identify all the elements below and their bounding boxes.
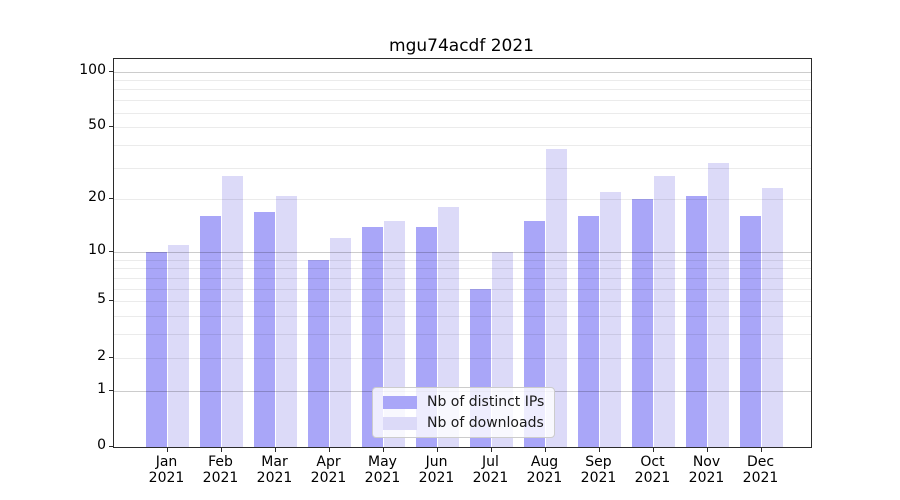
bar-downloads (600, 191, 621, 447)
legend-item: Nb of downloads (383, 415, 544, 431)
gridline (114, 277, 811, 279)
legend-swatch-distinct-ips-icon (383, 395, 417, 409)
bar-downloads (276, 195, 297, 447)
bar-distinct-ips (740, 216, 761, 447)
bar-downloads (546, 148, 567, 447)
gridline (114, 288, 811, 290)
y-tick-mark (109, 300, 113, 302)
x-axis-tick-label: Jan 2021 (148, 454, 185, 486)
chart-title: mgu74acdf 2021 (389, 36, 534, 56)
gridline (114, 357, 811, 359)
x-axis-tick-label: Jul 2021 (472, 454, 509, 486)
x-axis-tick-label: Jun 2021 (418, 454, 455, 486)
x-tick-mark (274, 448, 276, 452)
x-tick-mark (544, 448, 546, 452)
gridline (114, 199, 811, 201)
bar-downloads (654, 175, 675, 447)
x-tick-mark (382, 448, 384, 452)
gridline (114, 79, 811, 81)
bar-downloads (168, 244, 189, 447)
plot-area: Nb of distinct IPs Nb of downloads (113, 58, 812, 448)
gridline (114, 100, 811, 102)
x-axis-tick-label: Dec 2021 (742, 454, 779, 486)
gridline (114, 71, 811, 73)
y-axis-tick-label: 100 (79, 61, 106, 78)
gridline (114, 127, 811, 129)
legend: Nb of distinct IPs Nb of downloads (372, 387, 556, 438)
x-axis-tick-label: May 2021 (364, 454, 401, 486)
y-axis-tick-label: 1 (97, 380, 106, 397)
x-axis-tick-label: Aug 2021 (526, 454, 563, 486)
x-tick-mark (598, 448, 600, 452)
gridline (114, 316, 811, 318)
x-axis-tick-label: Apr 2021 (310, 454, 347, 486)
y-tick-mark (109, 70, 113, 72)
x-axis-tick-label: Feb 2021 (202, 454, 239, 486)
x-axis-tick-label: Mar 2021 (256, 454, 293, 486)
y-tick-mark (109, 250, 113, 252)
bar-distinct-ips (200, 216, 221, 447)
x-axis-tick-label: Oct 2021 (634, 454, 671, 486)
legend-item: Nb of distinct IPs (383, 394, 544, 410)
gridline (114, 89, 811, 91)
x-tick-mark (706, 448, 708, 452)
y-tick-mark (109, 389, 113, 391)
bar-distinct-ips (686, 195, 707, 447)
bar-distinct-ips (254, 211, 275, 447)
bar-downloads (222, 175, 243, 447)
bar-distinct-ips (632, 199, 653, 447)
gridline (114, 112, 811, 114)
y-axis-tick-label: 0 (97, 437, 106, 453)
x-tick-mark (436, 448, 438, 452)
bar-downloads (330, 238, 351, 447)
y-tick-mark (109, 446, 113, 447)
x-tick-mark (652, 448, 654, 452)
bar-downloads (762, 188, 783, 447)
legend-label: Nb of downloads (427, 415, 544, 431)
bar-distinct-ips (146, 251, 167, 447)
y-axis-tick-label: 50 (88, 117, 106, 134)
gridline (114, 259, 811, 261)
x-axis-tick-label: Nov 2021 (688, 454, 725, 486)
x-tick-mark (490, 448, 492, 452)
x-axis-tick-label: Sep 2021 (580, 454, 617, 486)
y-axis-tick-label: 2 (97, 347, 106, 364)
bar-distinct-ips (308, 259, 329, 447)
legend-label: Nb of distinct IPs (427, 394, 545, 410)
y-axis-tick-label: 10 (88, 241, 106, 258)
gridline (114, 144, 811, 146)
gridline (114, 268, 811, 270)
gridline (114, 334, 811, 336)
x-tick-mark (328, 448, 330, 452)
y-axis-tick-label: 5 (97, 291, 106, 308)
x-tick-mark (760, 448, 762, 452)
y-tick-mark (109, 356, 113, 358)
bar-downloads (708, 162, 729, 447)
x-tick-mark (220, 448, 222, 452)
gridline (114, 251, 811, 253)
y-tick-mark (109, 198, 113, 200)
y-axis-tick-label: 20 (88, 189, 106, 206)
x-tick-mark (166, 448, 168, 452)
bar-distinct-ips (578, 216, 599, 447)
y-tick-mark (109, 126, 113, 128)
gridline (114, 301, 811, 303)
legend-swatch-downloads-icon (383, 416, 417, 430)
gridline (114, 167, 811, 169)
